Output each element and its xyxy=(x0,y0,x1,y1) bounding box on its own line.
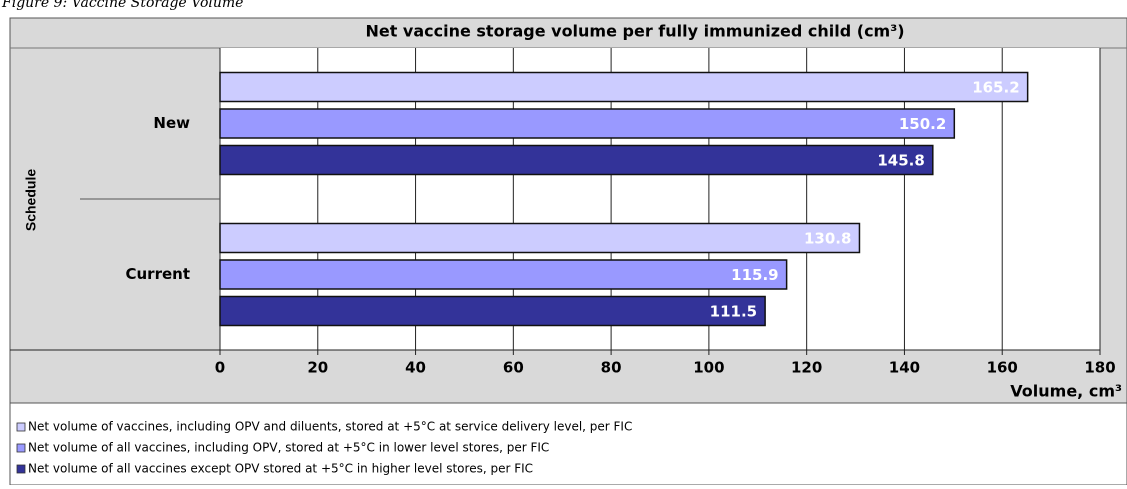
x-tick-label: 20 xyxy=(307,359,328,377)
data-label: 150.2 xyxy=(899,115,946,133)
data-label: 145.8 xyxy=(877,152,924,170)
legend-label: Net volume of all vaccines, including OP… xyxy=(28,441,549,455)
bar xyxy=(219,71,1029,103)
bar xyxy=(219,144,934,176)
category-label: Current xyxy=(125,265,190,283)
legend-box xyxy=(9,402,1127,486)
figure-caption: Figure 9: Vaccine Storage Volume xyxy=(1,0,243,11)
x-tick-label: 0 xyxy=(215,359,225,377)
legend-swatch xyxy=(16,464,26,474)
x-tick-label: 120 xyxy=(791,359,822,377)
data-label: 130.8 xyxy=(804,230,851,248)
bar xyxy=(219,222,861,254)
legend-label: Net volume of vaccines, including OPV an… xyxy=(28,420,632,434)
data-label: 115.9 xyxy=(731,266,778,284)
x-tick-label: 80 xyxy=(601,359,622,377)
bar xyxy=(219,259,788,290)
x-axis-label: Volume, cm³ xyxy=(1010,382,1122,401)
legend-swatch xyxy=(16,422,26,432)
y-axis-label: Schedule xyxy=(23,169,39,231)
x-tick-label: 100 xyxy=(693,359,724,377)
x-tick-label: 60 xyxy=(503,359,524,377)
chart-title: Net vaccine storage volume per fully imm… xyxy=(365,22,904,41)
x-tick-label: 180 xyxy=(1084,359,1115,377)
x-tick-label: 140 xyxy=(889,359,920,377)
category-label: New xyxy=(153,114,190,132)
bar xyxy=(219,108,956,139)
legend-label: Net volume of all vaccines except OPV st… xyxy=(28,462,533,476)
x-tick-label: 40 xyxy=(405,359,426,377)
data-label: 165.2 xyxy=(972,79,1019,97)
x-tick-label: 160 xyxy=(987,359,1018,377)
bar xyxy=(219,295,766,327)
legend-swatch xyxy=(16,443,26,453)
data-label: 111.5 xyxy=(710,303,757,321)
